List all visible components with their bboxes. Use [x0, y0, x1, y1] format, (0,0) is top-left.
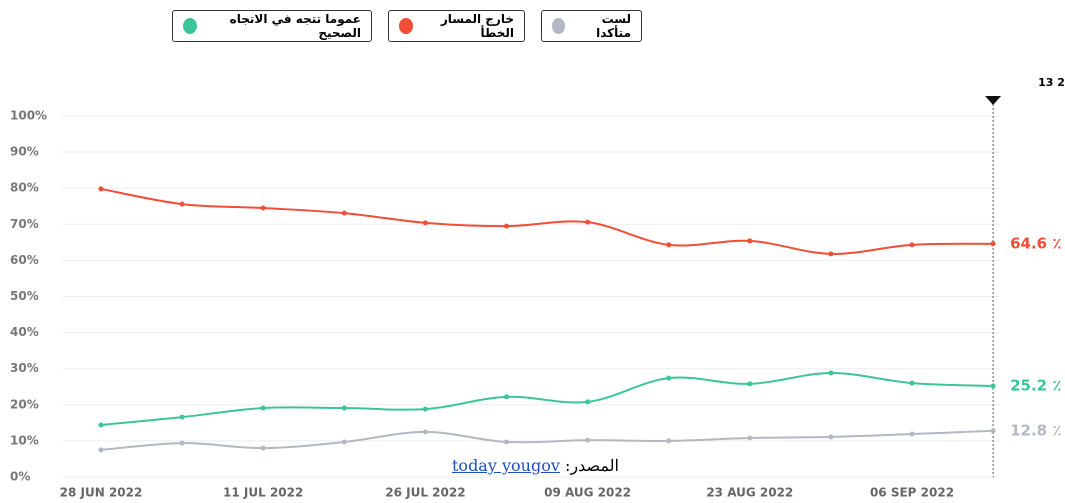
y-tick-label: 10% — [10, 433, 39, 447]
data-point — [909, 380, 915, 386]
marker-label: سبتمبر 2022 13 — [1038, 76, 1065, 89]
y-tick-label: 80% — [10, 181, 39, 195]
y-tick-label: 50% — [10, 289, 39, 303]
data-point — [504, 223, 509, 229]
data-point — [260, 405, 266, 411]
x-tick-label: 09 AUG 2022 — [544, 486, 631, 500]
data-point — [422, 220, 428, 226]
y-tick-label: 0% — [10, 470, 30, 484]
y-tick-label: 90% — [10, 145, 39, 159]
data-point — [98, 186, 104, 192]
x-tick-label: 23 AUG 2022 — [706, 486, 793, 500]
data-point — [341, 405, 347, 411]
data-point — [666, 375, 672, 381]
data-point — [828, 251, 834, 257]
data-point — [666, 438, 672, 444]
data-point — [747, 435, 753, 441]
y-tick-label: 30% — [10, 361, 39, 375]
legend-label: عموما تتجه في الاتجاه الصحيح — [229, 12, 361, 40]
current-date-marker — [985, 96, 1002, 105]
series-line — [100, 372, 994, 427]
data-point — [422, 429, 428, 435]
data-point — [422, 406, 428, 412]
source: المصدر: today yougov — [452, 456, 619, 475]
data-point — [179, 414, 185, 420]
data-point — [828, 370, 834, 376]
data-point — [990, 428, 996, 434]
data-point — [909, 242, 915, 248]
x-tick-label: 06 SEP 2022 — [870, 486, 954, 500]
source-link[interactable]: today yougov — [452, 456, 560, 475]
data-point — [990, 241, 996, 247]
source-label: المصدر: — [564, 456, 619, 475]
data-label: 64.6 ٪ — [1010, 234, 1061, 252]
legend-label: خارج المسار الخطأ — [440, 12, 514, 40]
data-point — [260, 445, 266, 451]
data-point — [260, 205, 266, 211]
data-point — [179, 440, 185, 446]
legend-swatch — [552, 18, 566, 34]
legend-label: لست متأكدا — [596, 12, 631, 40]
y-tick-label: 20% — [10, 397, 39, 411]
data-point — [341, 210, 347, 216]
x-tick-label: 28 JUN 2022 — [60, 486, 143, 500]
data-point — [98, 422, 104, 428]
data-point — [747, 238, 753, 244]
x-tick-label: 11 JUL 2022 — [223, 486, 303, 500]
series-line — [100, 429, 994, 451]
data-point — [666, 242, 672, 248]
data-point — [585, 437, 591, 443]
data-point — [98, 447, 104, 453]
y-tick-label: 70% — [10, 217, 39, 231]
data-point — [828, 434, 834, 440]
legend-item[interactable]: عموما تتجه في الاتجاه الصحيح — [172, 10, 372, 42]
series-line — [100, 187, 994, 255]
legend-swatch — [399, 18, 413, 34]
data-point — [585, 399, 591, 405]
data-label: 25.2 ٪ — [1010, 377, 1061, 395]
data-label: 12.8 ٪ — [1010, 421, 1061, 439]
y-tick-label: 60% — [10, 253, 39, 267]
data-point — [990, 383, 996, 389]
legend-item[interactable]: لست متأكدا — [541, 10, 642, 42]
y-tick-label: 40% — [10, 325, 39, 339]
data-point — [585, 219, 591, 225]
x-tick-label: 26 JUL 2022 — [385, 486, 465, 500]
y-tick-label: 100% — [10, 109, 47, 123]
data-point — [909, 431, 915, 437]
legend-swatch — [183, 18, 198, 34]
data-point — [179, 201, 185, 207]
data-point — [341, 439, 347, 445]
data-point — [504, 394, 509, 400]
legend-item[interactable]: خارج المسار الخطأ — [388, 10, 525, 42]
data-point — [747, 381, 753, 387]
data-point — [504, 439, 509, 445]
